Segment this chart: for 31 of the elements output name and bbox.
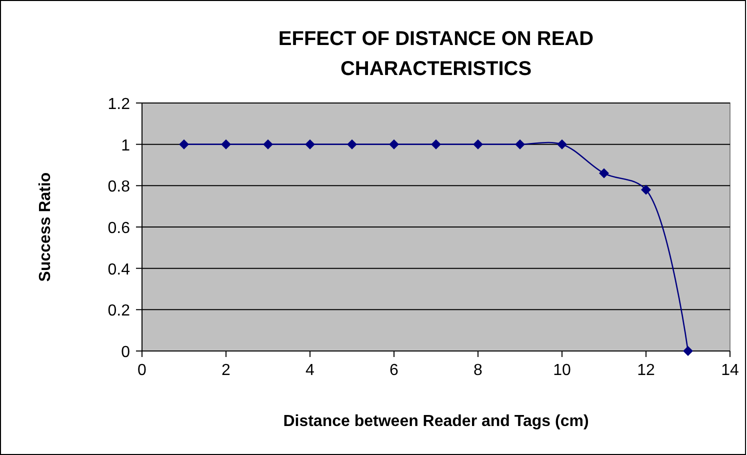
chart-title: EFFECT OF DISTANCE ON READ CHARACTERISTICS — [278, 28, 594, 80]
point — [683, 346, 693, 356]
y-axis-title: Success Ratio — [37, 172, 54, 282]
x-tick-label: 14 — [721, 362, 739, 379]
point — [641, 184, 651, 195]
x-tick-label: 4 — [306, 362, 315, 379]
point — [473, 139, 483, 150]
x-tick-label: 8 — [474, 362, 483, 379]
point — [431, 139, 441, 150]
x-axis-title: Distance between Reader and Tags (cm) — [283, 413, 589, 430]
x-tick-label: 0 — [138, 362, 147, 379]
y-tick-label: 0.8 — [108, 178, 130, 196]
point — [599, 168, 609, 178]
point — [557, 139, 567, 150]
x-tick-label: 2 — [222, 362, 231, 379]
y-tick-label: 1.2 — [108, 96, 130, 113]
point — [221, 139, 231, 150]
point — [389, 139, 399, 150]
x-tick-label: 6 — [390, 362, 399, 379]
y-tick-label: 0 — [121, 344, 130, 361]
point — [347, 139, 357, 150]
y-tick-label: 1 — [121, 137, 130, 154]
point — [263, 139, 273, 150]
y-tick-label: 0.2 — [108, 302, 130, 320]
point — [179, 139, 189, 150]
x-tick-label: 12 — [637, 362, 655, 379]
point — [515, 139, 525, 150]
y-tick-label: 0.6 — [108, 220, 130, 237]
y-tick-label: 0.4 — [108, 261, 130, 278]
point — [305, 139, 315, 150]
x-tick-label: 10 — [553, 362, 571, 379]
